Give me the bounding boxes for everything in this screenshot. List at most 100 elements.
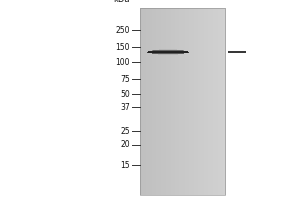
Bar: [184, 8, 185, 195]
Bar: [206, 8, 207, 195]
Bar: [147, 8, 149, 195]
Text: 75: 75: [120, 75, 130, 84]
Bar: [212, 8, 214, 195]
Bar: [224, 8, 226, 195]
Bar: [164, 8, 166, 195]
Text: 15: 15: [120, 161, 130, 170]
Bar: [158, 54, 178, 55]
Bar: [207, 8, 208, 195]
Bar: [203, 8, 204, 195]
Bar: [214, 8, 216, 195]
Bar: [160, 8, 162, 195]
Bar: [148, 52, 188, 53]
Bar: [202, 8, 203, 195]
Bar: [204, 8, 205, 195]
Bar: [166, 8, 167, 195]
Bar: [188, 8, 189, 195]
Bar: [173, 8, 175, 195]
Bar: [218, 8, 219, 195]
Bar: [208, 8, 210, 195]
Bar: [141, 8, 142, 195]
Bar: [192, 8, 194, 195]
Bar: [152, 8, 153, 195]
Bar: [170, 8, 171, 195]
Bar: [187, 8, 188, 195]
Bar: [158, 8, 160, 195]
Bar: [178, 8, 180, 195]
Bar: [176, 8, 178, 195]
Bar: [200, 8, 201, 195]
Bar: [196, 8, 198, 195]
Bar: [142, 8, 144, 195]
Bar: [164, 8, 165, 195]
Bar: [186, 8, 187, 195]
Bar: [146, 8, 148, 195]
Bar: [148, 51, 188, 52]
Bar: [155, 8, 156, 195]
Bar: [219, 8, 220, 195]
Text: 20: 20: [120, 140, 130, 149]
Bar: [211, 8, 213, 195]
Bar: [174, 8, 176, 195]
Bar: [154, 8, 155, 195]
Bar: [140, 8, 142, 195]
Bar: [143, 8, 145, 195]
Bar: [177, 8, 179, 195]
Bar: [145, 8, 147, 195]
Bar: [198, 8, 200, 195]
Bar: [157, 8, 159, 195]
Bar: [150, 8, 151, 195]
Bar: [167, 8, 168, 195]
Bar: [162, 8, 164, 195]
Text: 50: 50: [120, 90, 130, 99]
Bar: [147, 52, 189, 53]
Bar: [195, 8, 197, 195]
Bar: [182, 8, 184, 195]
Bar: [220, 8, 221, 195]
Text: kDa: kDa: [113, 0, 130, 4]
Text: 25: 25: [120, 127, 130, 136]
Bar: [161, 8, 163, 195]
Bar: [169, 8, 170, 195]
Bar: [152, 53, 184, 54]
Bar: [184, 8, 186, 195]
Bar: [140, 8, 225, 195]
Text: 250: 250: [116, 26, 130, 35]
Bar: [213, 8, 215, 195]
Bar: [151, 8, 152, 195]
Text: 150: 150: [116, 43, 130, 52]
Bar: [148, 8, 150, 195]
Bar: [159, 8, 161, 195]
Bar: [223, 8, 224, 195]
Bar: [180, 8, 182, 195]
Bar: [168, 8, 169, 195]
Bar: [148, 51, 188, 52]
Bar: [221, 8, 222, 195]
Bar: [190, 8, 191, 195]
Bar: [217, 8, 218, 195]
Text: 37: 37: [120, 103, 130, 112]
Bar: [209, 8, 211, 195]
Bar: [179, 8, 181, 195]
Bar: [197, 8, 199, 195]
Bar: [210, 8, 212, 195]
Bar: [201, 8, 202, 195]
Bar: [189, 8, 190, 195]
Bar: [153, 8, 154, 195]
Bar: [215, 8, 217, 195]
Bar: [175, 8, 177, 195]
Bar: [152, 53, 184, 54]
Bar: [153, 50, 183, 51]
Bar: [193, 8, 195, 195]
Bar: [194, 8, 196, 195]
Bar: [191, 8, 193, 195]
Bar: [152, 50, 184, 51]
Bar: [144, 8, 146, 195]
Bar: [205, 8, 206, 195]
Text: 100: 100: [116, 58, 130, 67]
Bar: [156, 8, 158, 195]
Bar: [182, 8, 183, 195]
Bar: [159, 49, 177, 50]
Bar: [222, 8, 224, 195]
Bar: [172, 8, 173, 195]
